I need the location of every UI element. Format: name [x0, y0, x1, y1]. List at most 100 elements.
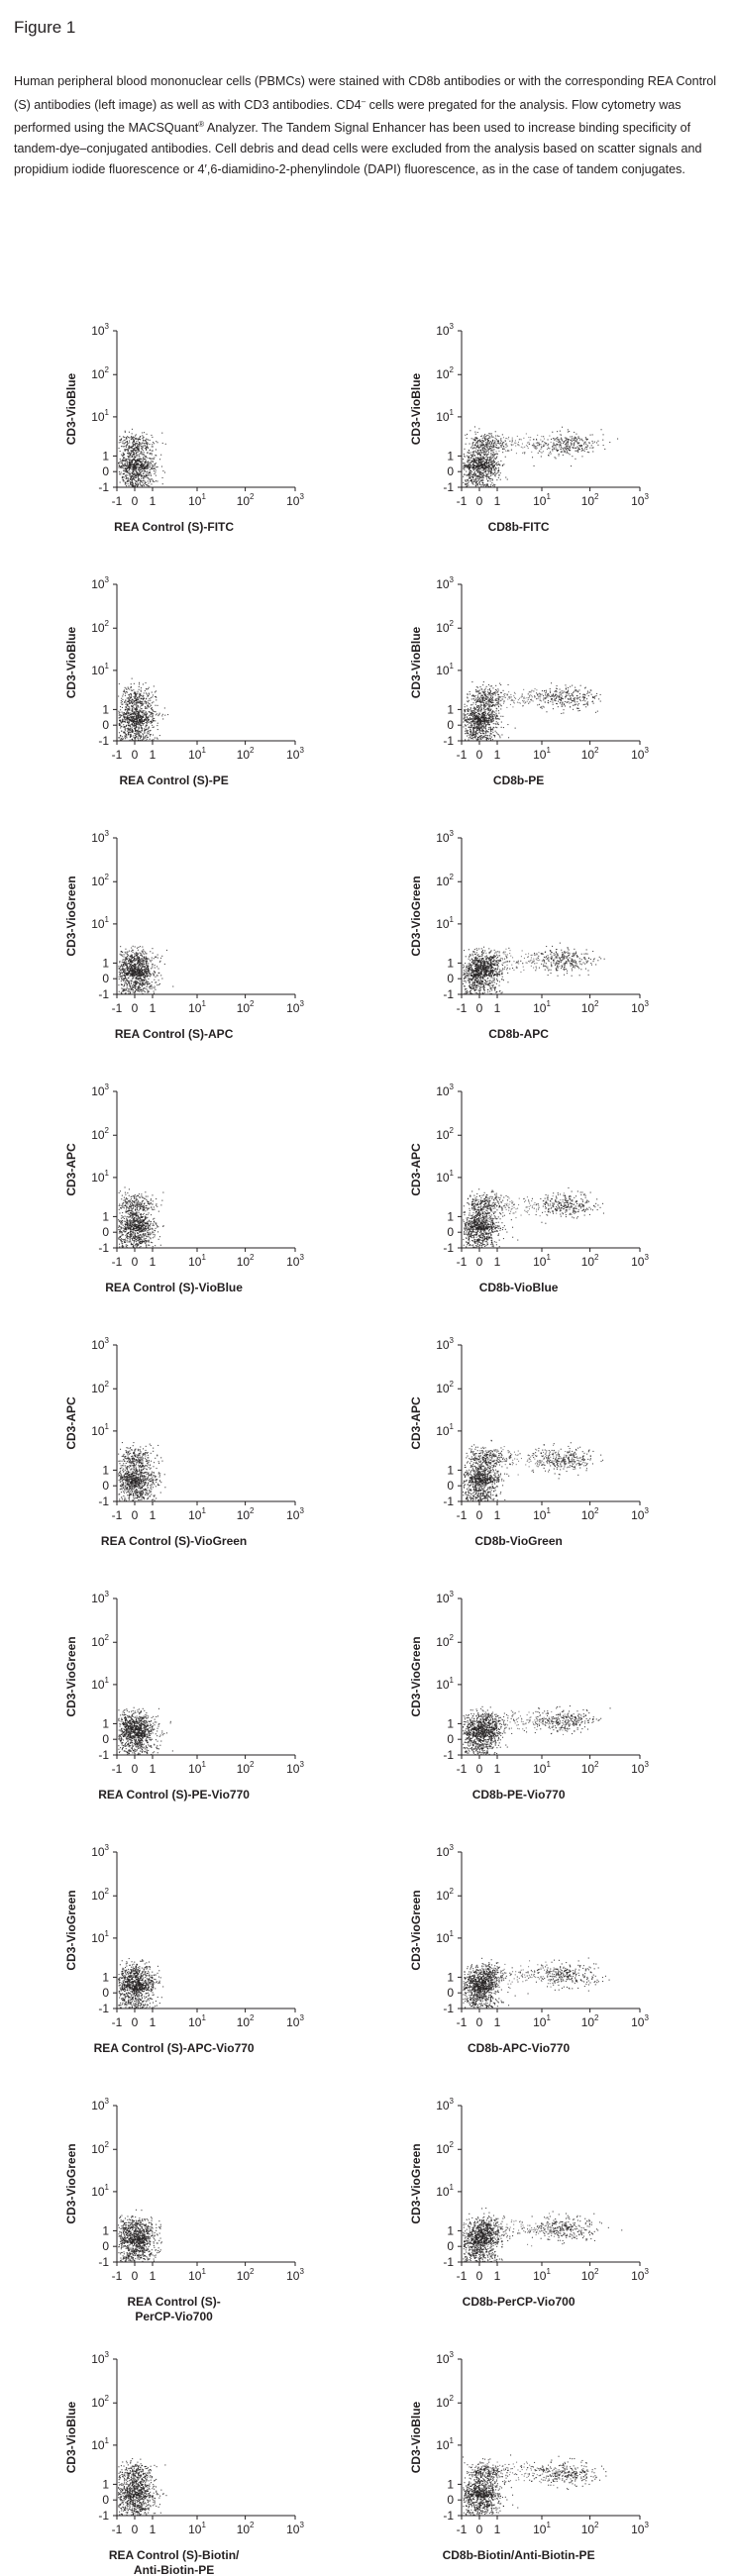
scatter-dot — [477, 737, 479, 739]
scatter-dot — [145, 484, 147, 486]
scatter-dot — [493, 452, 495, 454]
scatter-dot — [146, 449, 148, 451]
x-tick-exponent: 3 — [644, 492, 649, 501]
scatter-dot — [470, 467, 471, 469]
scatter-dot — [120, 720, 122, 722]
scatter-dot — [130, 460, 132, 462]
scatter-dot — [479, 472, 481, 474]
scatter-dot — [575, 690, 577, 692]
scatter-dot — [139, 442, 141, 444]
scatter-dot — [467, 465, 469, 467]
scatter-dot — [125, 703, 127, 705]
scatter-dot — [121, 703, 123, 705]
scatter-dot — [478, 441, 480, 443]
x-tick-label: 102 — [581, 492, 599, 508]
scatter-dot — [569, 702, 571, 704]
scatter-dot — [585, 447, 587, 449]
scatter-dot — [592, 447, 594, 449]
scatter-dot — [145, 705, 147, 707]
scatter-dot — [125, 708, 127, 710]
scatter-dot — [139, 437, 141, 439]
scatter-dot — [136, 710, 138, 712]
scatter-dot — [153, 720, 155, 722]
scatter-dot — [486, 465, 488, 467]
scatter-dot — [481, 442, 483, 444]
scatter-dot — [146, 738, 148, 740]
x-tick-label: 1 — [150, 494, 157, 508]
scatter-dot — [497, 698, 499, 700]
scatter-dot — [501, 734, 503, 736]
scatter-dot — [485, 475, 487, 477]
scatter-dot — [586, 698, 588, 700]
scatter-dot — [139, 722, 141, 724]
scatter-dot — [575, 689, 576, 691]
scatter-dot — [467, 478, 469, 480]
scatter-dot — [136, 705, 138, 707]
scatter-dot — [135, 733, 137, 735]
scatter-dot — [542, 451, 544, 453]
scatter-dot — [472, 719, 474, 721]
scatter-dot — [506, 478, 508, 480]
scatter-dot — [550, 697, 552, 699]
scatter-dot — [129, 455, 131, 457]
scatter-dot — [142, 482, 144, 484]
scatter-dot — [493, 469, 495, 471]
scatter-dot — [118, 462, 120, 464]
scatter-dot — [482, 701, 484, 703]
scatter-dot — [126, 464, 128, 466]
scatter-dot — [159, 459, 161, 461]
scatter-dot — [160, 465, 162, 467]
scatter-dot — [493, 445, 495, 447]
scatter-dot — [477, 698, 479, 700]
scatter-dot — [496, 704, 498, 706]
scatter-dot — [517, 441, 519, 443]
scatter-dot — [595, 695, 597, 697]
scatter-dot — [509, 697, 511, 699]
scatter-dot — [138, 733, 140, 735]
scatter-dot — [561, 439, 563, 441]
scatter-dot — [131, 471, 133, 473]
scatter-dot — [567, 431, 569, 433]
scatter-dot — [123, 467, 125, 469]
scatter-dot — [152, 458, 154, 460]
scatter-dot — [472, 464, 474, 466]
scatter-dot — [463, 466, 465, 468]
scatter-dot — [497, 440, 499, 442]
scatter-dot — [486, 735, 488, 737]
scatter-dot — [468, 465, 470, 467]
scatter-dot — [135, 464, 137, 466]
scatter-dot — [464, 464, 466, 466]
scatter-dot — [137, 445, 139, 447]
scatter-dot — [465, 739, 467, 741]
scatter-dot — [491, 469, 493, 471]
scatter-dot — [488, 707, 490, 709]
scatter-dot — [464, 717, 466, 719]
scatter-dot — [473, 696, 475, 698]
scatter-dot — [123, 712, 125, 714]
x-tick-label: 103 — [631, 746, 649, 762]
scatter-dot — [149, 453, 151, 455]
scatter-dot — [129, 707, 131, 709]
scatter-dot — [133, 716, 135, 718]
scatter-dot — [487, 453, 489, 455]
scatter-dot — [566, 438, 568, 440]
scatter-dot — [492, 449, 494, 451]
scatter-dot — [134, 694, 136, 696]
scatter-points — [118, 945, 174, 994]
scatter-dot — [526, 700, 528, 702]
x-tick-label: 101 — [533, 492, 551, 508]
scatter-dot — [493, 465, 495, 467]
scatter-dot — [138, 711, 140, 713]
scatter-dot — [497, 440, 499, 442]
scatter-dot — [486, 459, 488, 461]
scatter-dot — [491, 704, 493, 706]
scatter-dot — [501, 464, 503, 466]
scatter-dot — [124, 951, 126, 953]
scatter-dot — [472, 728, 474, 730]
scatter-dot — [585, 443, 587, 445]
scatter-dot — [150, 458, 152, 460]
scatter-dot — [146, 447, 148, 449]
scatter-dot — [480, 452, 482, 454]
scatter-dot — [563, 690, 565, 692]
scatter-dot — [122, 739, 124, 741]
